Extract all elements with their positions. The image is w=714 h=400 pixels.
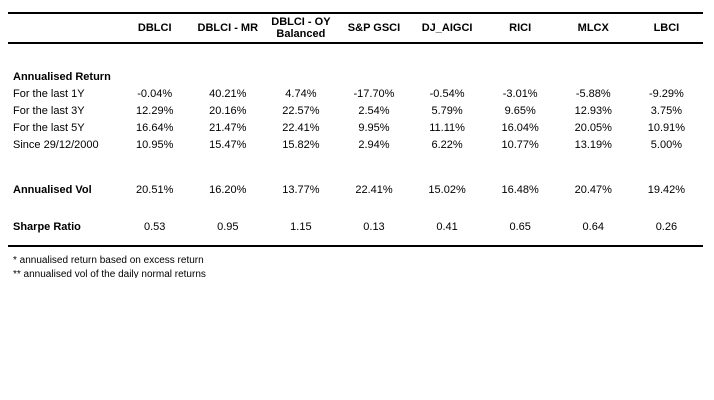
table-row: Annualised Return: [8, 68, 703, 85]
column-header-4: DJ_AIGCI: [410, 13, 484, 44]
value-cell: 4.74%: [285, 87, 317, 100]
value-cell: 12.93%: [574, 104, 612, 117]
value-cell: 5.00%: [650, 138, 682, 151]
value-cell: 13.19%: [574, 138, 612, 151]
value-cell: 22.41%: [355, 184, 393, 196]
row-label: Since 29/12/2000: [13, 138, 99, 151]
row-label: Annualised Vol: [13, 184, 92, 196]
value-cell: 20.47%: [574, 184, 612, 196]
value-cell: 0.41: [436, 221, 458, 233]
value-cell: -5.88%: [575, 87, 611, 100]
row-label: For the last 3Y: [13, 104, 85, 117]
value-cell: 15.47%: [209, 138, 247, 151]
value-cell: 15.02%: [428, 184, 466, 196]
header-corner-cell: [8, 13, 119, 44]
column-header-1: DBLCI - MR: [191, 13, 265, 44]
spacer-row: [8, 153, 703, 181]
value-cell: 3.75%: [650, 104, 682, 117]
value-cell: 10.77%: [501, 138, 539, 151]
value-cell: 0.64: [582, 221, 604, 233]
value-cell: 22.57%: [282, 104, 320, 117]
value-cell: 16.64%: [136, 121, 174, 134]
value-cell: 5.79%: [431, 104, 463, 117]
footnote-daily-vol: ** annualised vol of the daily normal re…: [13, 269, 206, 278]
value-cell: 6.22%: [431, 138, 463, 151]
row-label: For the last 1Y: [13, 87, 85, 100]
table-row: For the last 3Y 12.29% 20.16% 22.57% 2.54% 5.…: [8, 102, 703, 119]
value-cell: 19.42%: [647, 184, 686, 196]
footnote-excess-return: * annualised return based on excess retu…: [13, 255, 204, 266]
value-cell: [118, 68, 191, 85]
spacer-row: [8, 236, 703, 246]
value-cell: 0.65: [509, 221, 531, 233]
value-cell: 16.04%: [501, 121, 539, 134]
footnotes-block: * annualised return based on excess retu…: [13, 254, 693, 278]
row-label: Sharpe Ratio: [13, 221, 81, 233]
value-cell: [484, 68, 557, 85]
value-cell: 40.21%: [209, 87, 247, 100]
table-row: Sharpe Ratio 0.53 0.95 1.15 0.13 0.41 0.65 0.64…: [8, 218, 703, 236]
index-performance-table: DBLCI DBLCI - MR DBLCI - OY Balanced S&P GS…: [8, 12, 703, 247]
value-cell: [630, 68, 703, 85]
value-cell: -17.70%: [353, 87, 395, 100]
value-cell: [557, 68, 630, 85]
value-cell: 12.29%: [136, 104, 174, 117]
value-cell: -0.04%: [137, 87, 173, 100]
value-cell: -0.54%: [429, 87, 465, 100]
value-cell: 9.95%: [358, 121, 390, 134]
value-cell: 10.95%: [136, 138, 174, 151]
value-cell: 16.20%: [209, 184, 247, 196]
column-header-3: S&P GSCI: [337, 13, 411, 44]
value-cell: 20.51%: [136, 184, 174, 196]
value-cell: 2.54%: [358, 104, 390, 117]
value-cell: 15.82%: [282, 138, 320, 151]
value-cell: [264, 68, 337, 85]
value-cell: 20.16%: [209, 104, 247, 117]
column-header-5: RICI: [483, 13, 557, 44]
value-cell: 22.41%: [282, 121, 320, 134]
value-cell: [191, 68, 264, 85]
value-cell: 16.48%: [501, 184, 539, 196]
column-header-7: LBCI: [629, 13, 703, 44]
table-row: For the last 5Y 16.64% 21.47% 22.41% 9.95% 11…: [8, 119, 703, 136]
value-cell: -9.29%: [648, 87, 684, 100]
spacer-row: [8, 43, 703, 68]
value-cell: 0.53: [143, 221, 166, 233]
column-header-0: DBLCI: [118, 13, 192, 44]
row-label: Annualised Return: [13, 70, 111, 83]
row-label: For the last 5Y: [13, 121, 85, 134]
column-header-2: DBLCI - OY Balanced: [264, 13, 338, 44]
value-cell: 11.11%: [429, 121, 465, 134]
value-cell: 21.47%: [209, 121, 247, 134]
value-cell: [337, 68, 410, 85]
value-cell: 0.26: [655, 221, 678, 233]
value-cell: [411, 68, 484, 85]
spacer-row: [8, 199, 703, 218]
table-row: Annualised Vol 20.51% 16.20% 13.77% 22.41% 15…: [8, 181, 703, 199]
value-cell: 9.65%: [504, 104, 536, 117]
value-cell: 0.95: [217, 221, 239, 233]
table-row: Since 29/12/2000 10.95% 15.47% 15.82% 2.94% 6…: [8, 136, 703, 153]
value-cell: 2.94%: [358, 138, 390, 151]
value-cell: 13.77%: [282, 184, 320, 196]
value-cell: -3.01%: [502, 87, 538, 100]
column-header-6: MLCX: [556, 13, 630, 44]
value-cell: 0.13: [363, 221, 385, 233]
table-header-row: DBLCI DBLCI - MR DBLCI - OY Balanced S&P GS…: [8, 13, 703, 44]
table-row: For the last 1Y -0.04% 40.21% 4.74% -17.70% -…: [8, 85, 703, 102]
value-cell: 1.15: [290, 221, 312, 233]
value-cell: 20.05%: [574, 121, 612, 134]
value-cell: 10.91%: [647, 121, 686, 134]
